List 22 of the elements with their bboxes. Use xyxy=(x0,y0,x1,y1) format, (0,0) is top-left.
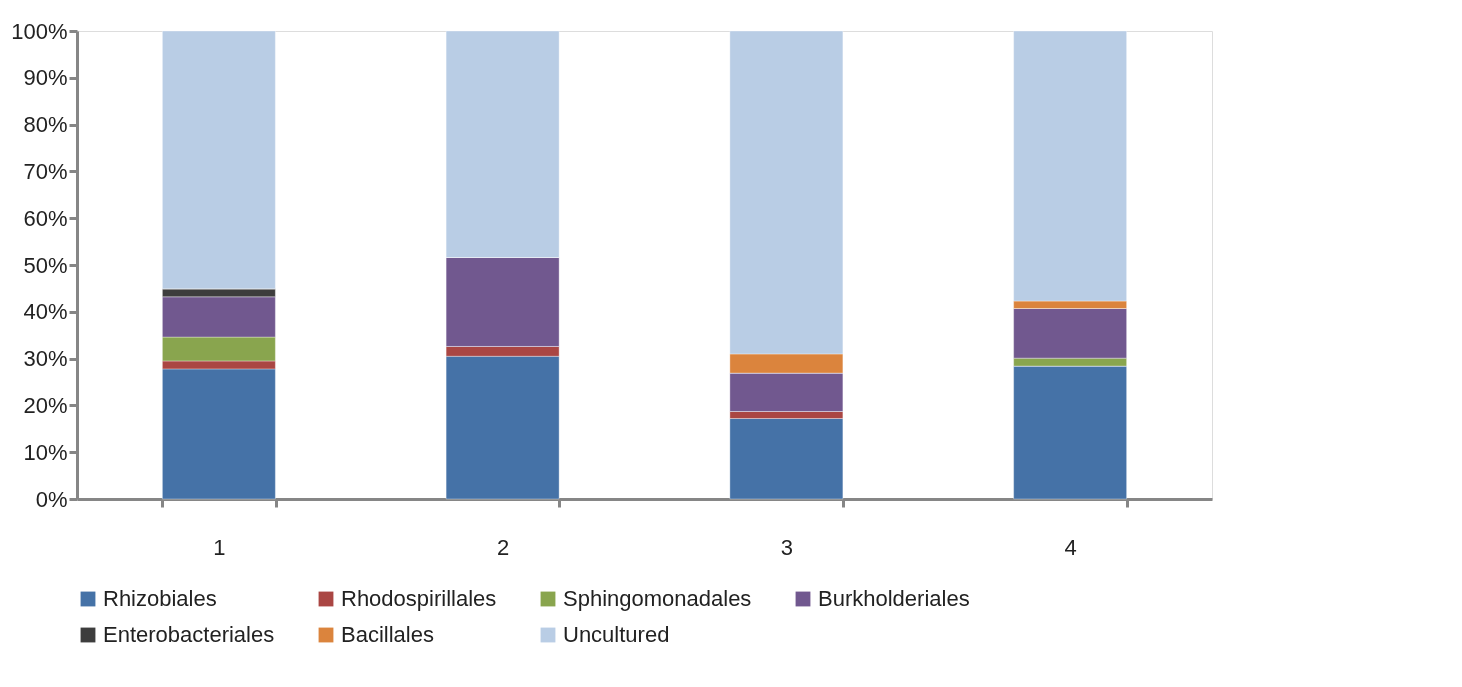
legend-label: Enterobacteriales xyxy=(103,622,275,647)
legend-label: Rhizobiales xyxy=(103,586,217,611)
legend-label: Uncultured xyxy=(563,622,670,647)
x-tick-label: 2 xyxy=(497,534,510,560)
x-tick-label: 1 xyxy=(213,534,226,560)
x-tick-label: 3 xyxy=(780,534,793,560)
y-tick-label: 70% xyxy=(23,158,68,184)
x-tick-label: 4 xyxy=(1064,534,1077,560)
legend-label: Bacillales xyxy=(341,622,434,647)
legend-label: Rhodospirillales xyxy=(341,586,497,611)
legend-label: Sphingomonadales xyxy=(563,586,752,611)
legend-label: Burkholderiales xyxy=(818,586,970,611)
y-tick-label: 50% xyxy=(23,252,68,278)
y-tick-label: 60% xyxy=(23,205,68,231)
y-tick-label: 40% xyxy=(23,299,68,325)
y-tick-label: 80% xyxy=(23,112,68,138)
y-tick-label: 90% xyxy=(23,65,68,91)
y-tick-label: 30% xyxy=(23,346,68,372)
y-tick-label: 20% xyxy=(23,392,68,418)
y-tick-label: 0% xyxy=(35,486,68,512)
y-tick-label: 10% xyxy=(23,439,68,465)
y-tick-label: 100% xyxy=(11,18,68,44)
